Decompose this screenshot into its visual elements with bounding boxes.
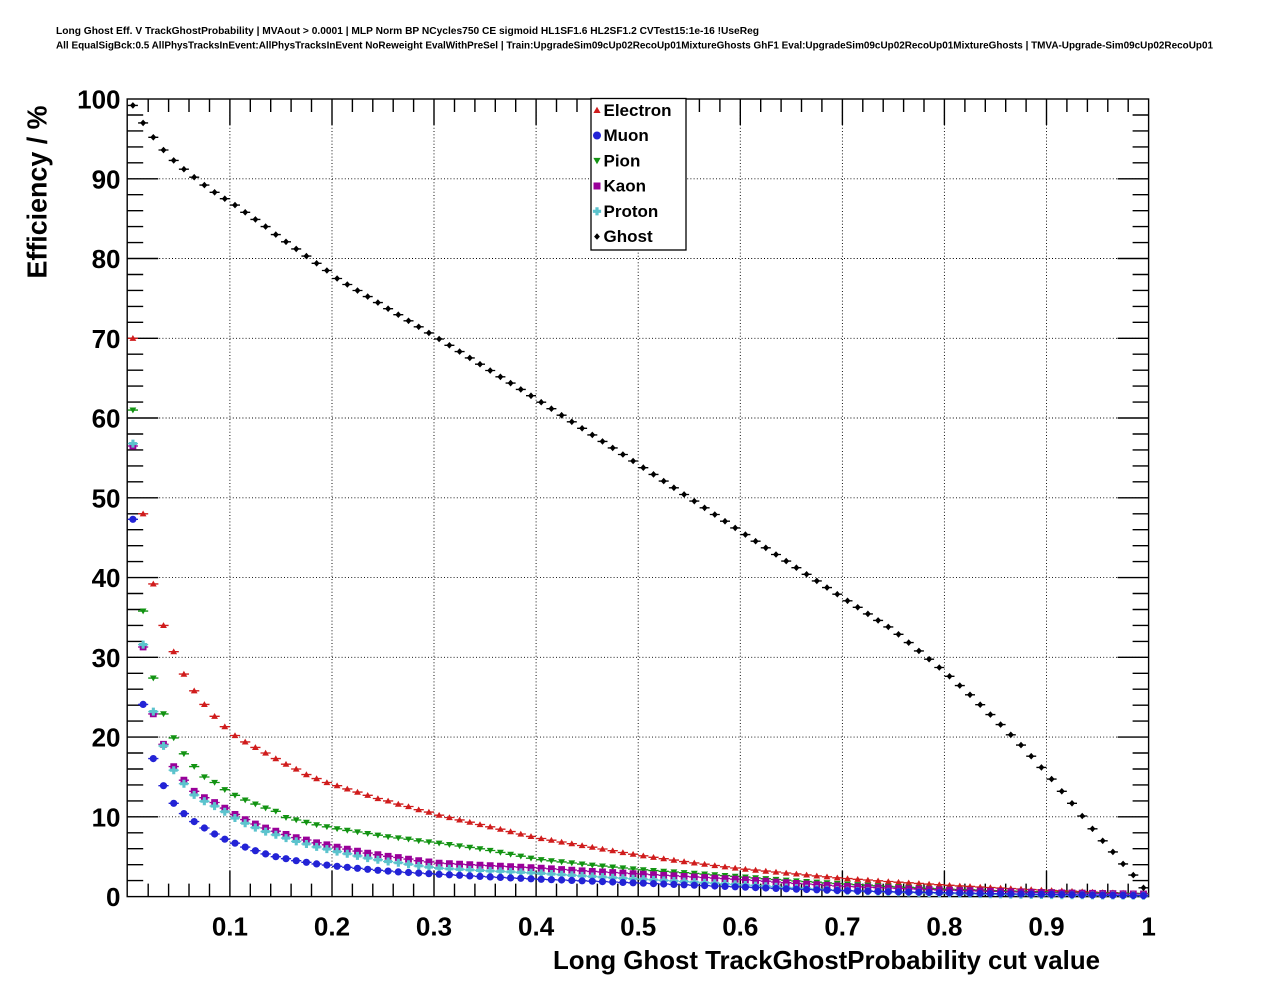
svg-text:Long Ghost TrackGhostProbabili: Long Ghost TrackGhostProbability cut val… [553,945,1100,975]
svg-text:Muon: Muon [604,126,649,145]
svg-text:0.5: 0.5 [620,912,656,942]
svg-text:Proton: Proton [604,202,659,221]
svg-text:0.4: 0.4 [518,912,555,942]
svg-text:20: 20 [92,723,121,753]
svg-text:Ghost: Ghost [604,227,653,246]
svg-text:60: 60 [92,404,121,434]
svg-text:Pion: Pion [604,151,641,170]
svg-text:80: 80 [92,244,121,274]
svg-text:70: 70 [92,324,121,354]
svg-text:40: 40 [92,563,121,593]
svg-text:All EqualSigBck:0.5 AllPhysTra: All EqualSigBck:0.5 AllPhysTracksInEvent… [56,41,1213,52]
svg-text:Efficiency / %: Efficiency / % [22,106,53,279]
svg-text:100: 100 [77,85,120,115]
svg-text:Long Ghost Eff. V TrackGhostPr: Long Ghost Eff. V TrackGhostProbability … [56,26,759,37]
svg-text:1: 1 [1141,912,1155,942]
svg-text:10: 10 [92,802,121,832]
svg-text:30: 30 [92,643,121,673]
svg-text:90: 90 [92,164,121,194]
svg-text:0.6: 0.6 [722,912,758,942]
svg-text:0.8: 0.8 [926,912,962,942]
svg-text:0: 0 [106,882,120,912]
svg-text:0.2: 0.2 [314,912,350,942]
svg-text:Electron: Electron [604,101,672,120]
svg-text:50: 50 [92,483,121,513]
svg-text:Kaon: Kaon [604,177,647,196]
svg-text:0.9: 0.9 [1028,912,1064,942]
svg-text:0.7: 0.7 [824,912,860,942]
svg-text:0.3: 0.3 [416,912,452,942]
svg-text:0.1: 0.1 [212,912,248,942]
